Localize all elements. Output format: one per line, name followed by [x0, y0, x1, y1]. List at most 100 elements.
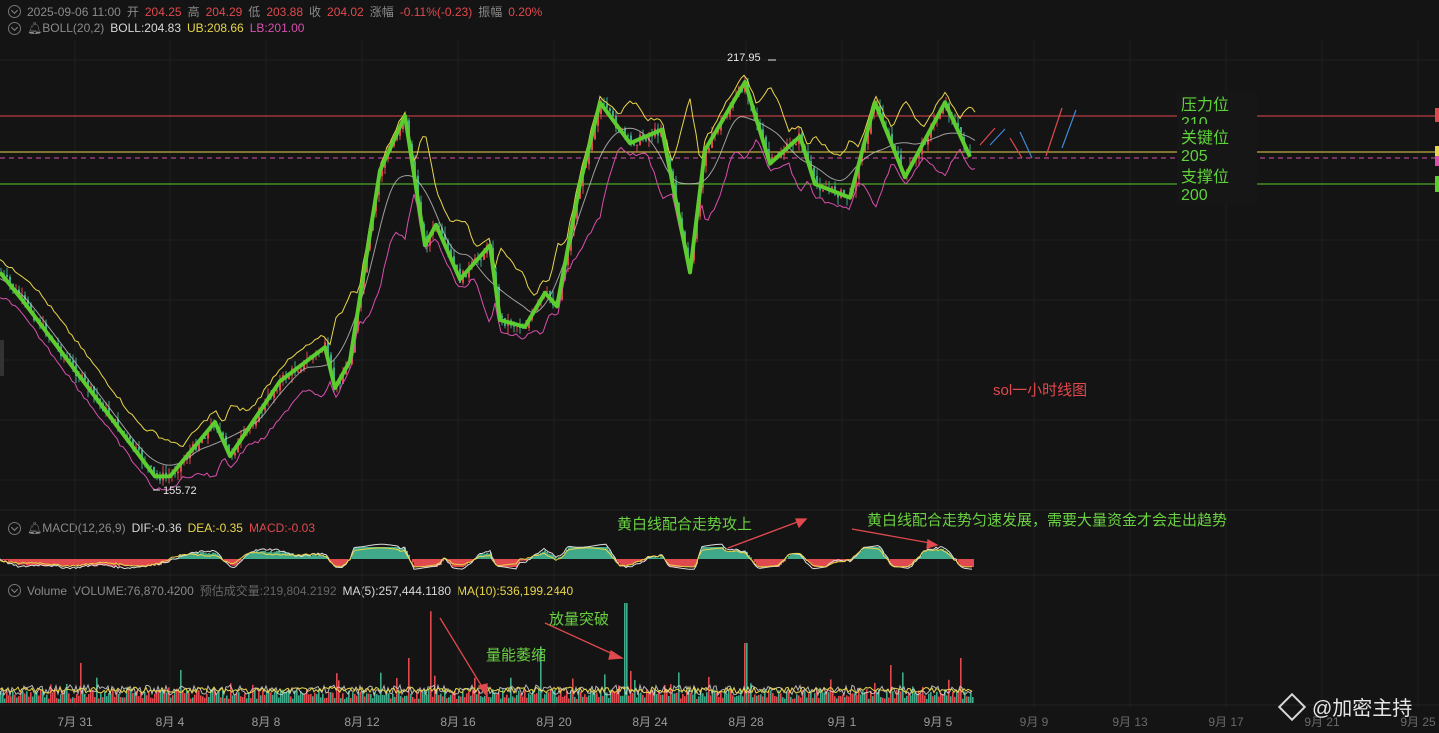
volume-bar [824, 692, 826, 703]
volume-bar [52, 692, 54, 703]
volume-bar [46, 694, 48, 703]
macd-bar [122, 559, 124, 566]
collapse-chevron-icon[interactable] [8, 521, 21, 535]
macd-bar [620, 559, 622, 566]
close-value: 204.02 [327, 4, 364, 19]
volume-bar [54, 688, 56, 703]
volume-bar [408, 658, 410, 703]
volume-bar [154, 693, 156, 703]
volume-bar [880, 696, 882, 703]
macd-bar [712, 547, 714, 559]
candle-body [93, 386, 95, 395]
macd-bar [66, 559, 68, 566]
macd-bar [316, 555, 318, 559]
macd-bar [318, 554, 320, 559]
volume-bar [766, 697, 768, 703]
macd-bar [764, 559, 766, 567]
macd-bar [632, 559, 634, 565]
macd-bar [694, 559, 696, 567]
volume-bar [590, 692, 592, 703]
x-tick-label: 8月 28 [728, 715, 764, 729]
volume-bar [184, 693, 186, 703]
volume-bar [436, 689, 438, 703]
macd-bar [954, 559, 956, 560]
volume-bar [196, 689, 198, 703]
macd-bar [294, 554, 296, 559]
candle-body [3, 273, 5, 275]
volume-bar [20, 690, 22, 703]
macd-bar [770, 559, 772, 567]
macd-bar [498, 559, 500, 567]
candle-body [330, 354, 332, 368]
macd-bar [594, 547, 596, 559]
volume-bar [744, 643, 746, 703]
x-tick-label: 9月 25 [1400, 715, 1436, 729]
volume-bar [316, 694, 318, 703]
macd-bar [40, 559, 42, 566]
volume-bar [866, 689, 868, 703]
macd-bar [518, 559, 520, 564]
volume-bar [532, 689, 534, 703]
volume-bar [284, 692, 286, 703]
bell-icon[interactable]: 🔔︎ [27, 21, 43, 35]
volume-bar [366, 693, 368, 703]
macd-bar [488, 553, 490, 559]
volume-bar [802, 689, 804, 703]
volume-bar [40, 689, 42, 703]
volume-bar [870, 690, 872, 703]
volume-bar [968, 696, 970, 703]
macd-bar [776, 559, 778, 567]
volume-bar [222, 690, 224, 703]
macd-bar [660, 556, 662, 559]
candle-body [180, 462, 182, 472]
volume-bar [338, 680, 340, 703]
macd-bar [596, 547, 598, 559]
zigzag-trend-line [0, 80, 972, 479]
macd-bar [702, 547, 704, 559]
volume-bar [132, 692, 134, 703]
volume-bar [324, 698, 326, 703]
macd-bar [60, 559, 62, 566]
volume-bar [74, 697, 76, 703]
volume-bar [818, 697, 820, 703]
volume-bar [136, 690, 138, 703]
macd-bar [86, 559, 88, 565]
collapse-chevron-icon[interactable] [8, 584, 21, 597]
volume-bar [812, 698, 814, 703]
candle-body [591, 139, 593, 151]
volume-bar [906, 695, 908, 703]
volume-bar [864, 691, 866, 703]
volume-bar [406, 695, 408, 703]
macd-bar [238, 559, 240, 563]
macd-bar [792, 554, 794, 559]
volume-bar [134, 692, 136, 703]
macd-bar [144, 559, 146, 567]
volume-bar [688, 690, 690, 703]
candle-body [843, 189, 845, 196]
macd-bar [4, 559, 6, 561]
side-panel-handle[interactable] [0, 340, 4, 376]
macd-bar [10, 559, 12, 562]
macd-bar [292, 553, 294, 559]
macd-bar [756, 559, 758, 565]
volume-bar [772, 693, 774, 703]
candle-body [600, 103, 602, 115]
bell-icon[interactable]: 🔔︎ [27, 521, 43, 535]
volume-bar [254, 690, 256, 703]
macd-bar [154, 559, 156, 566]
collapse-chevron-icon[interactable] [8, 21, 21, 35]
macd-bar [928, 549, 930, 559]
candle-body [612, 111, 614, 117]
volume-bar [166, 692, 168, 703]
macd-bar [386, 547, 388, 559]
volume-bar [614, 691, 616, 703]
macd-bar [860, 551, 862, 559]
macd-bar [456, 559, 458, 567]
macd-bar [396, 547, 398, 559]
volume-bar [598, 696, 600, 703]
volume-bar [964, 691, 966, 703]
macd-bar [252, 552, 254, 559]
volume-bar [306, 689, 308, 703]
collapse-chevron-icon[interactable] [8, 5, 21, 18]
